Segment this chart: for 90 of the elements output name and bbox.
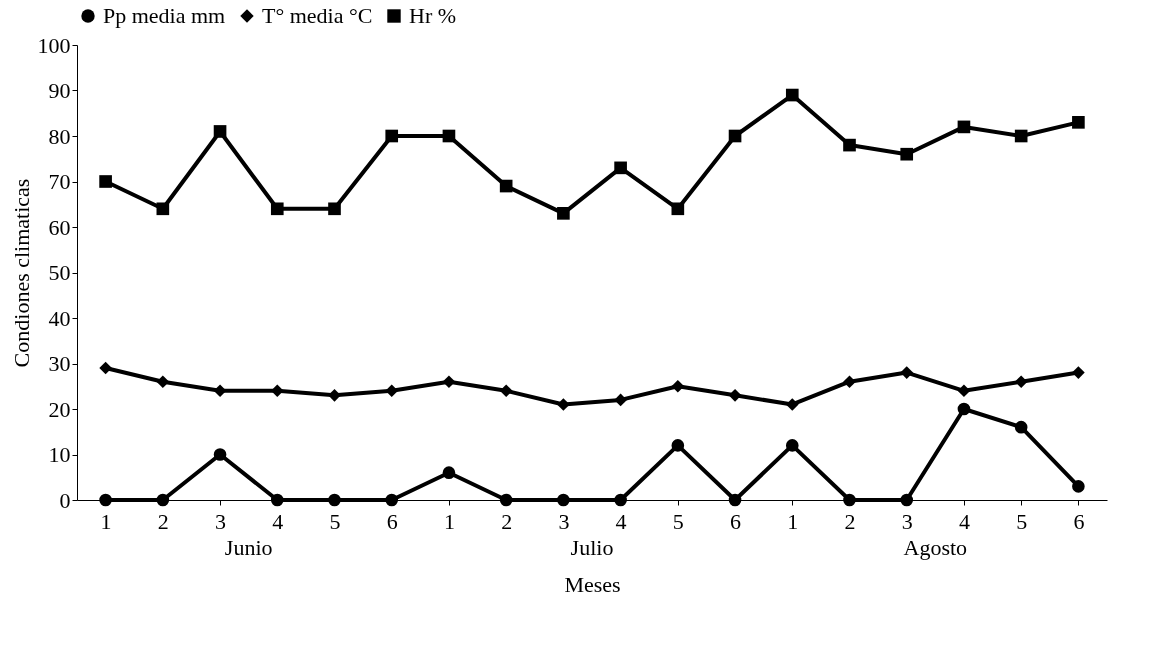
point [614,393,627,407]
point [213,448,227,461]
point [99,493,112,507]
text: Agosto [903,535,968,560]
x-tick-label: 4 [615,508,627,534]
y-tick-label: 80 [48,123,71,149]
point [1072,116,1085,129]
point [385,384,399,398]
point [728,389,742,402]
point [442,375,456,389]
point [1014,129,1028,143]
point [843,138,856,152]
point [728,493,742,507]
y-tick-label: 60 [48,214,71,240]
x-tick-label: 5 [672,508,684,534]
y-tick-label: 10 [48,442,71,467]
point [557,493,570,507]
x-tick-label: 1 [100,508,112,534]
x-tick-label: 5 [1016,508,1028,534]
x-tick-label: 6 [730,508,742,534]
x-tick-label: 1 [443,508,455,534]
y-axis-title: Condiones climaticas [8,178,34,368]
point [614,161,627,175]
point [900,493,914,507]
x-tick-label: 2 [501,508,513,534]
point [671,202,685,216]
y-tick-label: 20 [48,396,71,422]
x-tick-label: 6 [1073,508,1085,534]
point [785,88,799,102]
point [1014,375,1028,389]
point [99,175,112,188]
point [843,493,856,507]
point [900,147,914,161]
point [900,366,914,379]
y-tick-label: 0 [59,487,71,513]
x-tick-label: 2 [844,508,856,534]
point [957,120,971,134]
point [328,202,341,216]
point [728,129,742,143]
point [1014,420,1028,434]
point [614,493,627,507]
y-tick-label: 30 [48,351,71,376]
point [499,179,513,193]
point [785,439,799,452]
point [499,493,513,507]
x-axis-title: Meses [564,571,621,597]
y-tick-label: 70 [48,169,71,194]
point [442,466,456,480]
point [785,398,799,411]
point [156,202,170,216]
point [385,129,399,143]
text: Junio [224,535,273,560]
x-tick-label: 3 [215,508,227,534]
y-tick-label: 50 [48,260,71,285]
legend-label: Hr % [409,3,457,28]
point [557,207,570,220]
point [270,202,284,216]
x-tick-label: 3 [558,508,570,534]
point [442,129,456,143]
point [671,439,685,452]
point [499,384,513,398]
point [156,493,170,507]
point [328,389,341,402]
y-tick-label: 40 [48,305,71,331]
point [213,125,227,138]
x-tick-label: 4 [272,508,284,534]
point [328,493,341,507]
point [1072,366,1085,379]
legend-label: T° media °C [262,3,373,28]
text: Julio [570,535,614,560]
point [270,493,284,507]
y-tick-label: 90 [48,78,71,103]
point [385,493,399,507]
x-tick-label: 4 [958,508,970,534]
x-tick-label: 6 [386,508,398,534]
y-tick-label: 100 [37,32,71,58]
point [156,375,170,389]
point [957,402,971,416]
point [270,384,284,398]
point [671,379,685,393]
point [1072,480,1085,493]
x-tick-label: 5 [329,508,341,534]
legend-label: Pp media mm [103,3,226,28]
point [213,384,227,398]
point [99,361,112,375]
x-tick-label: 1 [787,508,799,534]
x-tick-label: 3 [901,508,913,534]
point [843,375,856,389]
x-tick-label: 2 [157,508,169,534]
point [957,384,971,398]
